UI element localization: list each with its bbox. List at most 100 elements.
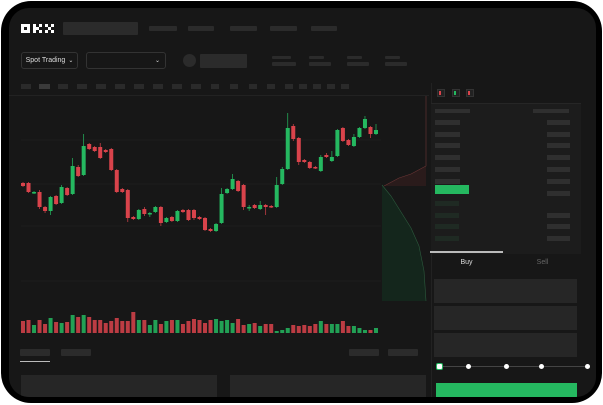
candle-body — [59, 187, 64, 203]
volume-bar — [21, 321, 25, 333]
candle-body — [21, 183, 25, 186]
candle-body — [32, 192, 37, 194]
slider-stop-25[interactable] — [466, 364, 471, 369]
nav-item[interactable] — [270, 26, 297, 31]
chart-tool-icon[interactable] — [285, 84, 293, 89]
candlestick-chart[interactable] — [9, 96, 429, 336]
tab-sell[interactable]: Sell — [536, 259, 549, 266]
candle-body — [346, 140, 351, 145]
chart-tool-icon[interactable] — [211, 84, 219, 89]
chart-tool-icon[interactable] — [267, 84, 275, 89]
pair-select[interactable]: ⌄ — [86, 52, 166, 69]
market-select-label: Spot Trading — [25, 57, 66, 64]
nav-item[interactable] — [188, 26, 214, 31]
timeframe-button[interactable] — [115, 84, 125, 89]
stat-label — [385, 56, 400, 59]
candle-body — [285, 128, 290, 169]
buy-submit-button[interactable] — [436, 383, 577, 397]
nav-item[interactable] — [311, 26, 337, 31]
bid-price — [435, 224, 459, 230]
filter-button[interactable] — [349, 349, 379, 356]
tab-buy[interactable]: Buy — [460, 259, 473, 266]
tab-order-history[interactable] — [61, 349, 91, 356]
volume-bar — [313, 324, 318, 333]
chart-tool-icon[interactable] — [327, 84, 335, 89]
chart-tool-icon[interactable] — [313, 84, 321, 89]
candle-body — [302, 160, 307, 162]
candle-body — [87, 144, 92, 149]
amount-slider[interactable] — [440, 366, 588, 367]
volume-bar — [175, 320, 180, 333]
ask-amount — [547, 166, 570, 172]
timeframe-button[interactable] — [58, 84, 68, 89]
candle-body — [191, 210, 196, 218]
ask-amount — [547, 143, 570, 149]
slider-stop-75[interactable] — [539, 364, 544, 369]
slider-stop-100[interactable] — [585, 364, 590, 369]
volume-bar — [203, 323, 208, 333]
timeframe-button[interactable] — [153, 84, 163, 89]
tab-open-orders[interactable] — [20, 349, 50, 356]
timeframe-button[interactable] — [77, 84, 87, 89]
candle-body — [291, 126, 296, 139]
candle-body — [142, 209, 147, 214]
volume-bar — [340, 321, 345, 333]
orderbook-view-icon[interactable] — [452, 89, 460, 97]
candle-body — [186, 210, 191, 220]
orderbook-view-icon[interactable] — [437, 89, 445, 97]
ask-amount — [547, 155, 570, 161]
volume-bar — [318, 321, 323, 333]
candle-body — [307, 162, 312, 168]
chart-tool-icon[interactable] — [299, 84, 307, 89]
volume-bar — [346, 326, 351, 333]
timeframe-button[interactable] — [96, 84, 106, 89]
orderbook-view-icon[interactable] — [466, 89, 474, 97]
slider-handle[interactable] — [436, 363, 443, 370]
timeframe-button[interactable] — [21, 84, 31, 89]
ask-price — [435, 143, 460, 149]
divider — [431, 103, 581, 104]
volume-bar — [296, 326, 301, 333]
volume-bar — [362, 330, 367, 333]
chart-tool-icon[interactable] — [230, 84, 238, 89]
timeframe-button[interactable] — [172, 84, 182, 89]
chart-tool-icon[interactable] — [341, 84, 349, 89]
volume-bar — [186, 321, 191, 333]
slider-stop-50[interactable] — [504, 364, 509, 369]
header-search-placeholder[interactable] — [63, 22, 138, 35]
price-input[interactable] — [434, 279, 577, 303]
bid-amount — [547, 212, 570, 218]
candle-body — [153, 207, 158, 212]
volume-bar — [351, 326, 356, 333]
volume-bar — [43, 324, 48, 333]
candle-body — [263, 205, 268, 207]
candle-body — [362, 119, 367, 128]
candle-body — [241, 185, 246, 207]
chart-tool-icon[interactable] — [249, 84, 257, 89]
candle-body — [76, 167, 81, 176]
volume-bar — [136, 320, 141, 333]
nav-item[interactable] — [230, 26, 257, 31]
tab-underline — [430, 251, 503, 253]
candle-body — [368, 127, 373, 134]
total-input[interactable] — [434, 333, 577, 357]
volume-bar — [103, 323, 108, 333]
timeframe-button[interactable] — [191, 84, 201, 89]
volume-bar — [37, 320, 42, 333]
timeframe-button[interactable] — [39, 84, 50, 89]
orderbook-view-icon-mark — [454, 91, 456, 95]
volume-bar — [197, 320, 202, 333]
amount-input[interactable] — [434, 306, 577, 330]
nav-item[interactable] — [149, 26, 177, 31]
app-screen: Spot Trading ⌄ ⌄ Buy Sell — [9, 8, 596, 397]
volume-bar — [241, 325, 246, 333]
candle-body — [147, 213, 152, 215]
timeframe-button[interactable] — [134, 84, 144, 89]
ask-amount — [547, 178, 570, 184]
filter-button[interactable] — [388, 349, 418, 356]
volume-bar — [48, 318, 53, 333]
market-select-button[interactable]: Spot Trading ⌄ — [21, 52, 78, 69]
volume-bar — [274, 331, 279, 333]
ask-price — [435, 131, 460, 137]
